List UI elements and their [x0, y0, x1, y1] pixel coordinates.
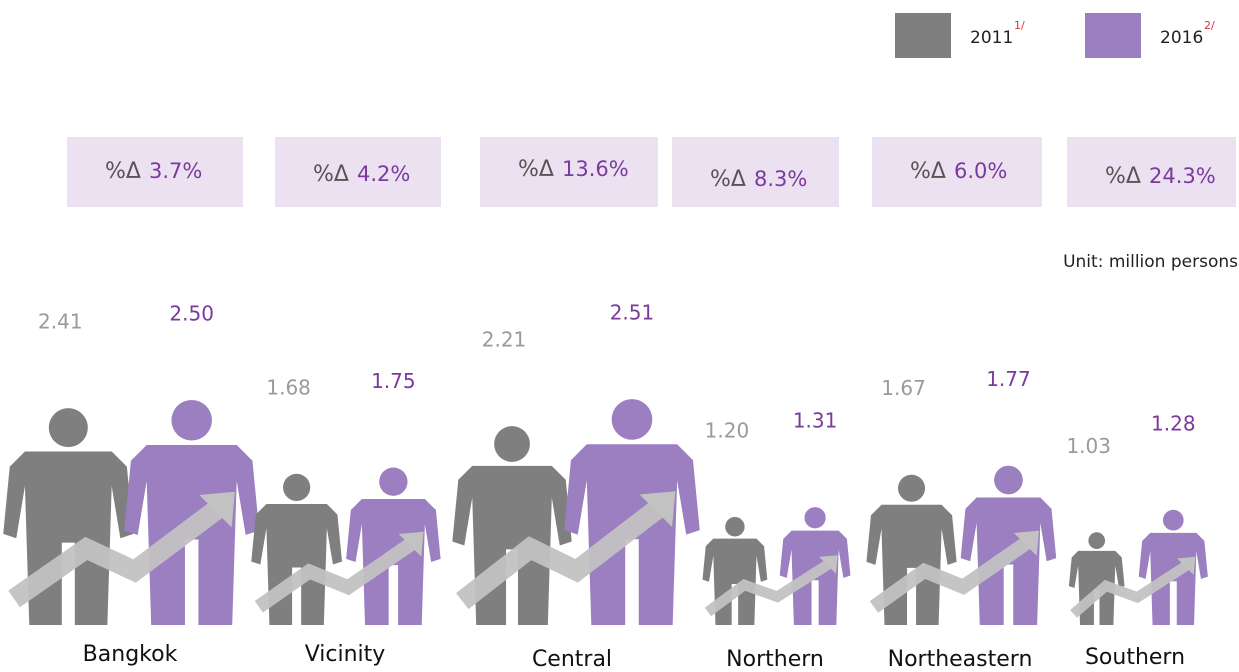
change-symbol: %Δ — [1105, 164, 1141, 189]
growth-arrow — [8, 499, 225, 608]
person-head — [171, 400, 212, 441]
growth-arrow — [869, 536, 1032, 613]
change-symbol: %Δ — [710, 167, 746, 192]
legend-swatch — [1085, 13, 1141, 58]
legend-label: 2016 — [1160, 28, 1203, 48]
value-label: 1.03 — [1066, 434, 1111, 458]
arrow-head — [639, 491, 676, 528]
person — [564, 399, 700, 625]
person-head — [898, 474, 926, 502]
category-label: Central — [532, 647, 612, 672]
category-label: Northeastern — [888, 647, 1033, 672]
person-head — [283, 473, 311, 502]
value-label: 1.20 — [705, 419, 750, 443]
person — [124, 400, 260, 625]
person-head — [994, 465, 1023, 495]
value-label: 2.41 — [38, 310, 83, 334]
arrow-head — [1013, 530, 1040, 556]
person — [346, 467, 441, 625]
person-head — [379, 467, 408, 496]
value-label: 1.28 — [1151, 411, 1196, 435]
person-head — [804, 507, 826, 529]
change-box — [480, 137, 658, 207]
growth-arrow — [704, 559, 833, 617]
person — [1138, 509, 1208, 625]
person-head — [611, 399, 653, 440]
person — [960, 465, 1057, 625]
change-label: 4.2% — [357, 162, 410, 186]
category-label: Northern — [726, 647, 824, 672]
person — [779, 507, 851, 625]
change-label: 13.6% — [562, 157, 629, 181]
value-label: 2.51 — [610, 301, 655, 325]
arrow-head — [819, 555, 838, 574]
person-head — [494, 426, 530, 462]
change-label: 3.7% — [149, 159, 202, 183]
arrow-head — [1177, 556, 1196, 576]
change-box — [672, 137, 839, 207]
value-label: 1.67 — [881, 376, 926, 400]
legend-note: 2/ — [1204, 19, 1215, 32]
growth-arrow — [254, 537, 417, 613]
change-label: 24.3% — [1149, 164, 1216, 188]
change-symbol: %Δ — [518, 157, 554, 182]
legend-label: 2011 — [970, 28, 1013, 48]
growth-arrow — [456, 499, 666, 610]
change-box — [1067, 137, 1236, 207]
arrow-head — [398, 531, 424, 557]
person-head — [1162, 509, 1184, 531]
value-label: 2.21 — [482, 328, 527, 352]
legend-note: 1/ — [1014, 19, 1025, 32]
category-label: Bangkok — [83, 642, 178, 667]
category-label: Vicinity — [305, 642, 386, 667]
change-label: 8.3% — [754, 167, 807, 191]
change-symbol: %Δ — [105, 159, 141, 184]
change-box — [275, 137, 441, 207]
person-head — [725, 517, 745, 537]
arrow-head — [199, 491, 235, 528]
change-label: 6.0% — [954, 159, 1007, 183]
change-symbol: %Δ — [313, 162, 349, 187]
value-label: 1.77 — [986, 367, 1031, 391]
person-head — [1088, 532, 1106, 549]
category-label: Southern — [1085, 645, 1185, 670]
value-label: 1.31 — [793, 409, 838, 433]
growth-arrow — [1070, 560, 1190, 618]
change-box — [67, 137, 243, 207]
value-label: 2.50 — [169, 302, 214, 326]
legend-swatch — [895, 13, 951, 58]
change-symbol: %Δ — [910, 159, 946, 184]
change-box — [872, 137, 1042, 207]
value-label: 1.75 — [371, 369, 416, 393]
value-label: 1.68 — [266, 375, 311, 399]
person-head — [48, 408, 88, 448]
unit-label: Unit: million persons — [1063, 252, 1238, 272]
